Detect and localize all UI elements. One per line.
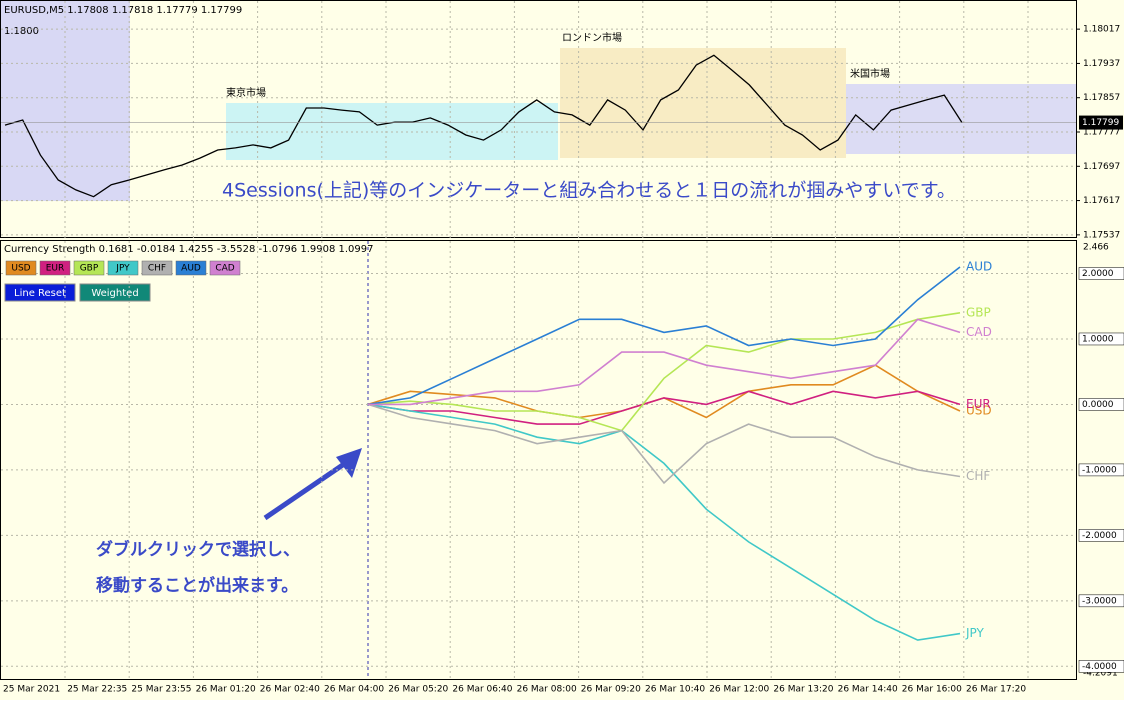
tick-box xyxy=(1078,594,1124,608)
y-tick-label: -3.0000 xyxy=(1082,596,1117,606)
y-tick-label: 0.0000 xyxy=(1082,400,1114,410)
legend-label[interactable]: CHF xyxy=(148,264,166,274)
x-tick-label: 26 Mar 09:20 xyxy=(581,685,641,695)
session-label: ロンドン市場 xyxy=(562,31,622,44)
x-tick-label: 26 Mar 05:20 xyxy=(388,685,448,695)
y-tick-label: 1.0000 xyxy=(1082,334,1114,344)
session-box xyxy=(846,84,1076,154)
strength-line xyxy=(367,403,961,641)
tick-box xyxy=(1078,267,1124,280)
x-tick-label: 26 Mar 04:00 xyxy=(324,685,384,695)
tick-box xyxy=(1078,463,1124,477)
strength-line xyxy=(368,318,961,406)
x-tick-label: 26 Mar 13:20 xyxy=(773,685,833,695)
price-line xyxy=(4,54,963,198)
y-tick-label: 1.17857 xyxy=(1083,93,1120,103)
y-tick-label: 1.17697 xyxy=(1083,162,1120,172)
y-tick-label: -1.0000 xyxy=(1082,465,1117,475)
strength-line xyxy=(367,312,961,432)
button-label[interactable]: Line Reset xyxy=(14,288,66,299)
legend-label[interactable]: JPY xyxy=(115,264,130,274)
button-label[interactable]: Weighted xyxy=(91,288,138,299)
annotation: 4Sessions(上記)等のインジケーターと組み合わせると１日の流れが掴みやす… xyxy=(222,180,956,202)
legend-chip[interactable] xyxy=(5,260,37,276)
series-end-label: USD xyxy=(966,403,992,417)
price-tag xyxy=(1079,115,1123,130)
series-end-label: EUR xyxy=(966,397,991,411)
x-tick-label: 26 Mar 02:40 xyxy=(260,685,320,695)
legend-label[interactable]: AUD xyxy=(181,264,201,274)
button[interactable] xyxy=(79,283,151,302)
arrow xyxy=(263,457,352,521)
tick-box xyxy=(1078,332,1124,346)
series-end-label: AUD xyxy=(966,259,992,273)
x-tick-label: 26 Mar 16:00 xyxy=(902,685,962,695)
series-end-label: JPY xyxy=(965,626,985,640)
legend-label[interactable]: GBP xyxy=(80,264,99,274)
y-tick-label: -4.0000 xyxy=(1082,662,1117,672)
tick-box xyxy=(1078,529,1124,542)
y-tick-label: 1.17617 xyxy=(1083,196,1120,206)
strength-line xyxy=(367,390,961,425)
arrow-head xyxy=(336,448,362,478)
y-tick-label: 1.17537 xyxy=(1083,230,1120,240)
x-tick-label: 26 Mar 06:40 xyxy=(452,685,512,695)
series-end-label: CHF xyxy=(966,469,990,483)
session-label: 米国市場 xyxy=(850,67,890,80)
legend-chip[interactable] xyxy=(39,260,71,276)
price-tag-label: 1.17799 xyxy=(1082,118,1119,128)
x-tick-label: 25 Mar 22:35 xyxy=(67,685,127,695)
button[interactable] xyxy=(4,283,76,302)
level-label: 1.1800 xyxy=(4,26,39,37)
panel-border xyxy=(0,0,1077,238)
panel-border xyxy=(0,240,1077,680)
strength-header: Currency Strength 0.1681 -0.0184 1.4255 … xyxy=(4,244,374,255)
legend-chip[interactable] xyxy=(141,260,173,276)
legend-label[interactable]: USD xyxy=(11,264,30,274)
tick-box xyxy=(1078,398,1124,411)
session-box xyxy=(560,48,846,158)
x-tick-label: 26 Mar 08:00 xyxy=(517,685,577,695)
y-tick-label: 2.0000 xyxy=(1082,269,1114,279)
series-end-label: GBP xyxy=(966,305,991,319)
session-label: 東京市場 xyxy=(226,86,266,99)
series-end-label: CAD xyxy=(966,325,992,339)
y-limit-label: -4.2091 xyxy=(1083,669,1118,679)
legend-chip[interactable] xyxy=(73,260,105,276)
x-tick-label: 26 Mar 17:20 xyxy=(966,685,1026,695)
tick-box xyxy=(1078,660,1124,673)
x-tick-label: 25 Mar 23:55 xyxy=(131,685,191,695)
x-tick-label: 26 Mar 14:40 xyxy=(838,685,898,695)
legend-chip[interactable] xyxy=(107,260,139,276)
y-tick-label: 1.17937 xyxy=(1083,59,1120,69)
note: 移動することが出来ます。 xyxy=(96,575,298,596)
x-tick-label: 26 Mar 10:40 xyxy=(645,685,705,695)
y-tick-label: 1.18017 xyxy=(1083,25,1120,35)
x-tick-label: 26 Mar 12:00 xyxy=(709,685,769,695)
legend-chip[interactable] xyxy=(175,260,207,276)
strength-line xyxy=(367,266,961,406)
legend-chip[interactable] xyxy=(209,260,241,276)
y-tick-label: -2.0000 xyxy=(1082,531,1117,541)
x-tick-label: 25 Mar 2021 xyxy=(3,685,60,695)
legend-label[interactable]: CAD xyxy=(215,264,234,274)
strength-line xyxy=(367,403,961,485)
y-limit-label: 2.466 xyxy=(1083,243,1109,253)
y-tick-label: 1.17777 xyxy=(1083,128,1120,138)
price-header: EURUSD,M5 1.17808 1.17818 1.17779 1.1779… xyxy=(4,5,242,16)
legend-label[interactable]: EUR xyxy=(46,264,65,274)
note: ダブルクリックで選択し、 xyxy=(96,539,300,560)
x-tick-label: 26 Mar 01:20 xyxy=(196,685,256,695)
